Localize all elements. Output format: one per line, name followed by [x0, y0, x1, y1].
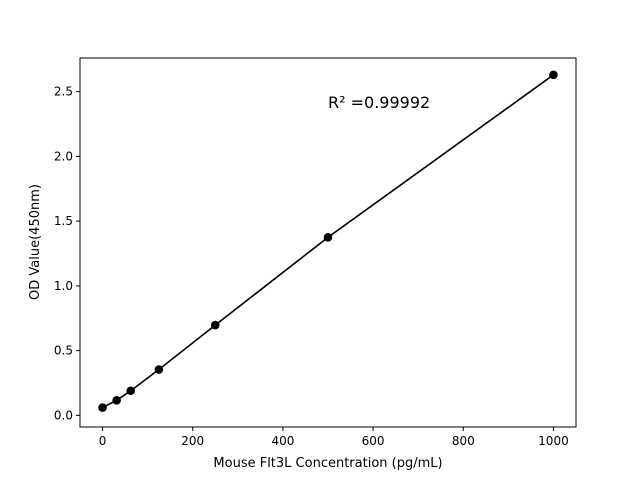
data-point	[210, 320, 220, 330]
data-point	[154, 365, 164, 374]
annotation-r-squared: R² =0.99992	[328, 93, 430, 112]
x-tick-label: 800	[452, 434, 475, 448]
y-tick-label: 1.5	[54, 214, 73, 228]
x-tick-label: 400	[271, 434, 294, 448]
y-tick-label: 2.5	[54, 85, 73, 99]
x-tick-label: 200	[181, 434, 204, 448]
data-point	[98, 403, 107, 412]
y-axis-label: OD Value(450nm)	[28, 184, 43, 300]
plot-area	[80, 58, 576, 427]
x-tick-label: 0	[99, 434, 107, 448]
y-tick-label: 1.0	[54, 279, 73, 293]
data-point	[126, 386, 136, 396]
x-tick-label: 1000	[538, 434, 569, 448]
plot-frame	[79, 57, 577, 428]
y-tick-label: 2.0	[54, 149, 73, 163]
y-tick-label: 0.5	[54, 344, 73, 358]
data-point	[323, 233, 333, 242]
data-point	[549, 70, 558, 80]
y-tick-label: 0.0	[54, 408, 73, 422]
x-axis-label: Mouse Flt3L Concentration (pg/mL)	[213, 456, 442, 471]
data-point	[112, 396, 121, 405]
x-tick-label: 600	[362, 434, 385, 448]
